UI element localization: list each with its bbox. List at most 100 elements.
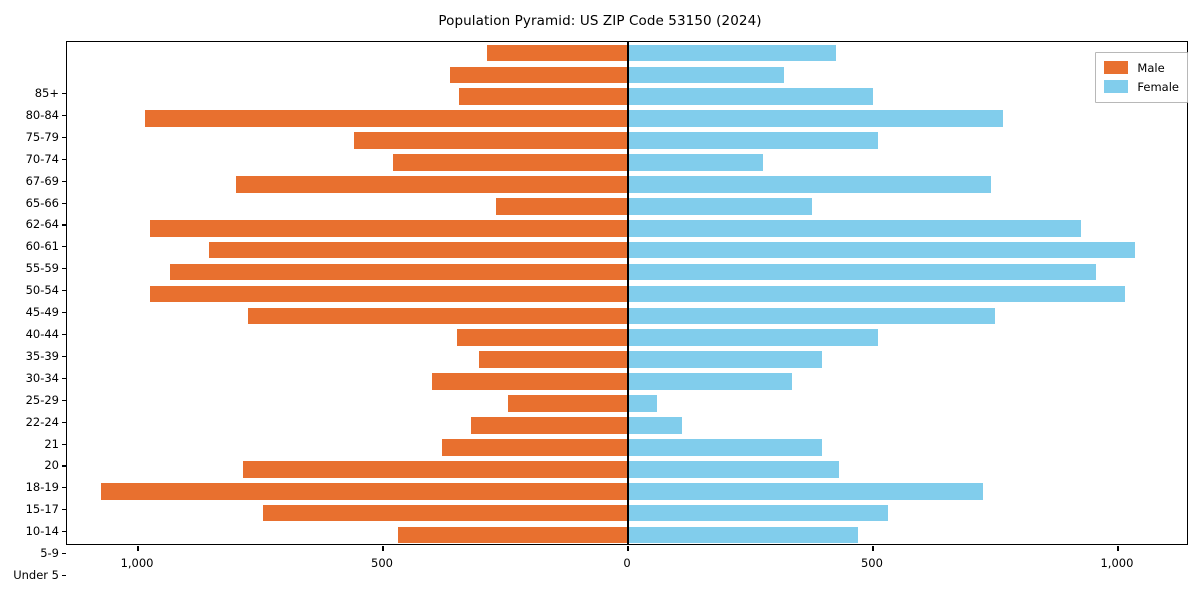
- bar-female: [628, 263, 1096, 281]
- bar-row: [67, 154, 1187, 171]
- bar-row: [67, 417, 1187, 434]
- x-axis-tick: [627, 546, 629, 551]
- bar-female: [628, 460, 839, 478]
- y-axis-label: 20: [44, 458, 59, 473]
- plot-area: [66, 41, 1188, 551]
- bar-male: [353, 132, 628, 149]
- bar-male: [456, 329, 628, 347]
- bar-male: [236, 176, 628, 193]
- legend-swatch-female: [1104, 80, 1129, 93]
- bar-male: [150, 219, 628, 237]
- y-axis-tick: [61, 312, 66, 314]
- bar-row: [67, 329, 1187, 347]
- bar-row: [67, 504, 1187, 522]
- y-axis-tick: [61, 224, 66, 226]
- bar-row: [67, 482, 1187, 500]
- bar-row: [67, 176, 1187, 193]
- y-axis-label: 18-19: [25, 480, 59, 495]
- y-axis-tick: [61, 268, 66, 270]
- bar-row: [67, 66, 1187, 84]
- y-axis-tick: [61, 355, 66, 357]
- y-axis-label: 85+: [34, 85, 59, 100]
- y-axis-label: 80-84: [25, 107, 59, 122]
- bar-male: [209, 241, 628, 259]
- y-axis-tick: [61, 421, 66, 423]
- x-axis-tick-label: 500: [371, 556, 393, 570]
- y-axis-tick: [61, 92, 66, 95]
- bar-female: [628, 351, 822, 369]
- y-axis-tick: [61, 158, 66, 160]
- bar-female: [628, 219, 1082, 237]
- x-axis-tick: [872, 546, 874, 551]
- zero-axis-line: [627, 42, 629, 544]
- bar-row: [67, 44, 1187, 62]
- bar-row: [67, 285, 1187, 303]
- y-axis-tick: [61, 136, 66, 138]
- chart-title: Population Pyramid: US ZIP Code 53150 (2…: [438, 13, 762, 29]
- y-axis-tick: [61, 377, 66, 379]
- y-axis-tick: [61, 575, 66, 577]
- x-axis-tick: [382, 546, 384, 551]
- y-axis-label: 5-9: [40, 546, 59, 561]
- bar-male: [392, 154, 628, 171]
- bar-male: [495, 198, 628, 215]
- x-axis-tick-label: 500: [860, 556, 883, 570]
- bar-row: [67, 110, 1187, 127]
- y-axis-label: 30-34: [25, 370, 59, 385]
- bar-row: [67, 395, 1187, 412]
- y-axis-tick: [61, 509, 66, 511]
- bar-female: [628, 482, 984, 500]
- bars-layer: [67, 42, 1187, 544]
- bar-female: [628, 88, 873, 106]
- bar-male: [441, 439, 628, 456]
- bar-female: [628, 198, 812, 215]
- bar-row: [67, 307, 1187, 325]
- legend-swatch-male: [1104, 61, 1129, 74]
- y-axis-label: 10-14: [25, 524, 59, 539]
- y-axis-label: 40-44: [25, 327, 59, 341]
- y-axis-tick: [61, 202, 66, 204]
- x-axis-tick-label: 1,000: [120, 556, 154, 570]
- bar-row: [67, 439, 1187, 456]
- bar-female: [628, 504, 888, 522]
- x-axis-tick-label: 1,000: [1100, 556, 1134, 570]
- bar-male: [144, 110, 628, 127]
- y-axis-labels: 85+ 80-84 75-79 70-74 67-69 65-66 62-64 60-61 55…: [0, 41, 1200, 582]
- legend-entry-male[interactable]: Male: [1104, 58, 1179, 77]
- y-axis-tick: [61, 465, 66, 467]
- y-axis-label: 25-29: [25, 392, 59, 407]
- bar-male: [150, 285, 628, 303]
- bar-male: [169, 263, 628, 281]
- y-axis-tick: [61, 246, 66, 248]
- y-axis-tick: [61, 553, 66, 555]
- bar-female: [628, 176, 991, 193]
- bar-male: [507, 395, 628, 412]
- bar-male: [243, 460, 628, 478]
- y-axis-tick: [61, 334, 66, 336]
- y-axis-label: 55-59: [25, 261, 59, 276]
- y-axis-label: 75-79: [25, 129, 59, 144]
- bar-male: [478, 351, 628, 369]
- y-axis-label: 21: [44, 436, 59, 451]
- legend-entry-female[interactable]: Female: [1104, 77, 1179, 96]
- y-axis-label: 62-64: [25, 217, 59, 232]
- bar-female: [628, 110, 1003, 127]
- legend-label: Female: [1137, 79, 1179, 94]
- y-axis-label: 15-17: [25, 502, 59, 517]
- bar-row: [67, 241, 1187, 259]
- y-axis-label: 35-39: [25, 348, 59, 363]
- bar-male: [471, 417, 628, 434]
- bar-male: [248, 307, 628, 325]
- bar-row: [67, 263, 1187, 281]
- bar-male: [397, 526, 628, 544]
- y-axis-tick: [61, 531, 66, 533]
- y-axis-tick: [61, 487, 66, 489]
- bar-male: [262, 504, 628, 522]
- y-axis-tick: [61, 399, 66, 401]
- bar-row: [67, 373, 1187, 390]
- y-axis-tick: [61, 114, 66, 116]
- x-axis-tick: [1117, 546, 1119, 551]
- bar-female: [628, 329, 878, 347]
- bar-row: [67, 88, 1187, 106]
- bar-row: [67, 526, 1187, 544]
